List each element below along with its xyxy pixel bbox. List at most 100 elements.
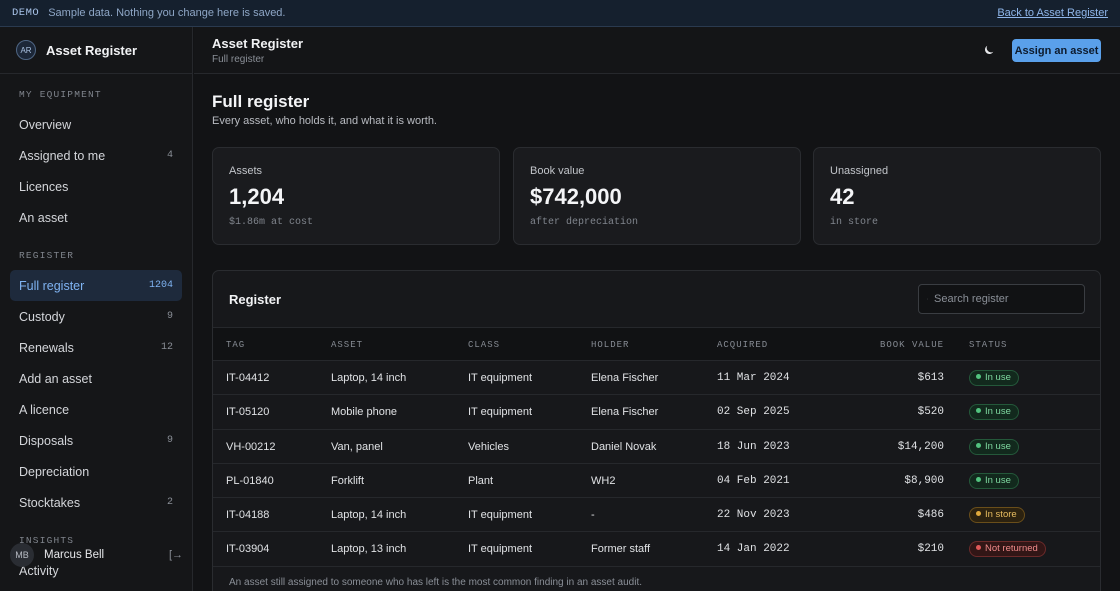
register-title: Register — [229, 292, 282, 307]
sidebar-item-label: Assigned to me — [19, 148, 106, 163]
cell-holder: Elena Fischer — [591, 406, 659, 419]
back-link[interactable]: Back to Asset Register — [997, 7, 1108, 19]
cell-tag: IT-04412 — [226, 372, 270, 384]
sidebar-item-count: 9 — [166, 435, 173, 446]
app-title: Asset Register — [212, 36, 304, 51]
sidebar-item-custody[interactable]: Custody 9 — [0, 301, 192, 332]
status-badge: In store — [969, 507, 1025, 524]
sign-out-icon[interactable]: [→ — [168, 549, 183, 561]
sidebar-item-activity[interactable]: Activity — [0, 555, 192, 586]
user-name: Marcus Bell — [44, 549, 105, 561]
sidebar-item-an-asset[interactable]: An asset — [0, 202, 192, 233]
status-badge: In use — [969, 438, 1019, 455]
stat-label: Assets — [229, 165, 263, 177]
cell-holder: Elena Fischer — [591, 372, 659, 384]
brand[interactable]: AR Asset Register — [0, 27, 192, 74]
assign-asset-button[interactable]: Assign an asset — [1012, 39, 1101, 62]
cell-book-value: $8,900 — [904, 474, 944, 487]
sidebar-item-label: Activity — [19, 563, 59, 578]
cell-asset: Forklift — [331, 474, 364, 487]
table-footnote: An asset still assigned to someone who h… — [229, 577, 642, 588]
status-label: In use — [985, 474, 1011, 486]
sidebar-item-a-licence[interactable]: A licence — [0, 394, 192, 425]
column-header[interactable]: STATUS — [969, 340, 1008, 350]
sidebar-item-label: Renewals — [19, 340, 74, 355]
status-dot-icon — [976, 442, 981, 448]
cell-book-value: $486 — [917, 509, 944, 522]
sidebar-item-count: 2 — [166, 497, 173, 508]
table-row[interactable]: IT-04188 Laptop, 14 inch IT equipment - 22 N… — [213, 498, 1100, 533]
cell-tag: IT-03904 — [226, 543, 270, 556]
sidebar-item-renewals[interactable]: Renewals 12 — [0, 332, 192, 363]
status-badge: In use — [969, 472, 1019, 489]
column-header[interactable]: ACQUIRED — [717, 340, 769, 350]
top-bar: Asset Register Full register Assign an a… — [194, 27, 1120, 74]
cell-tag: IT-05120 — [226, 406, 270, 419]
stat-card-assets: Assets 1,204 $1.86m at cost — [212, 147, 500, 245]
cell-acquired: 22 Nov 2023 — [717, 509, 790, 522]
column-header[interactable]: ASSET — [331, 340, 364, 350]
cell-acquired: 14 Jan 2022 — [717, 543, 790, 556]
status-dot-icon — [976, 545, 981, 551]
status-badge: Not returned — [969, 541, 1046, 558]
sidebar-item-label: Add an asset — [19, 371, 92, 386]
cell-class: IT equipment — [468, 543, 533, 556]
cell-class: IT equipment — [468, 406, 533, 419]
table-row[interactable]: VH-00212 Van, panel Vehicles Daniel Novak 18… — [213, 429, 1100, 464]
sidebar-item-add-an-asset[interactable]: Add an asset — [0, 363, 192, 394]
demo-banner: DEMO Sample data. Nothing you change her… — [0, 0, 1120, 27]
sidebar-item-assigned-to-me[interactable]: Assigned to me 4 — [0, 140, 192, 171]
sidebar-item-full-register[interactable]: Full register 1204 — [10, 270, 182, 301]
sidebar-item-depreciation[interactable]: Depreciation — [0, 456, 192, 487]
sidebar-item-disposals[interactable]: Disposals 9 — [0, 425, 192, 456]
table-row[interactable]: IT-04412 Laptop, 14 inch IT equipment Elena… — [213, 361, 1100, 396]
status-dot-icon — [976, 374, 981, 379]
cell-holder: - — [591, 509, 595, 522]
column-header[interactable]: HOLDER — [591, 340, 630, 350]
column-header[interactable]: BOOK VALUE — [879, 340, 944, 350]
sidebar-item-label: Custody — [19, 309, 65, 324]
register-table: TAG ASSET CLASS HOLDER ACQUIRED BOOK VALUE STA… — [213, 327, 1100, 567]
search-box[interactable] — [918, 284, 1085, 314]
stat-note: $1.86m at cost — [229, 217, 314, 228]
sidebar-item-count: 12 — [160, 342, 173, 353]
status-label: Not returned — [985, 543, 1038, 555]
nav-section-title: REGISTER — [19, 250, 75, 261]
cell-acquired: 18 Jun 2023 — [717, 440, 790, 453]
cell-asset: Mobile phone — [331, 406, 398, 419]
page-title: Full register — [212, 92, 310, 111]
cell-class: IT equipment — [468, 372, 533, 384]
stat-value: $742,000 — [530, 184, 622, 209]
cell-class: Plant — [468, 474, 494, 487]
cell-acquired: 04 Feb 2021 — [717, 474, 790, 487]
sidebar-nav: MY EQUIPMENT Overview Assigned to me 4 Licen… — [0, 74, 192, 586]
nav-section-title: MY EQUIPMENT — [19, 89, 102, 100]
sidebar-item-label: Disposals — [19, 433, 74, 448]
sidebar-item-stocktakes[interactable]: Stocktakes 2 — [0, 487, 192, 518]
table-header: TAG ASSET CLASS HOLDER ACQUIRED BOOK VALUE STA… — [213, 327, 1100, 361]
cell-tag: VH-00212 — [226, 440, 276, 453]
demo-tag: DEMO — [12, 7, 40, 19]
column-header[interactable]: CLASS — [468, 340, 501, 350]
table-row[interactable]: PL-01840 Forklift Plant WH2 04 Feb 2021 $8,90… — [213, 463, 1100, 499]
breadcrumb: Full register — [212, 54, 265, 65]
sidebar-item-label: Overview — [19, 117, 72, 132]
status-badge: In use — [969, 404, 1019, 421]
sidebar-item-overview[interactable]: Overview — [0, 109, 192, 140]
user-profile[interactable]: MB Marcus Bell [→ — [0, 540, 193, 570]
search-input[interactable] — [934, 293, 1076, 305]
brand-avatar: AR — [16, 40, 36, 60]
column-header[interactable]: TAG — [226, 340, 246, 350]
table-row[interactable]: IT-03904 Laptop, 13 inch IT equipment Forme… — [213, 532, 1100, 567]
cell-tag: PL-01840 — [226, 474, 274, 487]
search-icon — [927, 298, 928, 300]
stat-label: Book value — [530, 165, 585, 177]
cell-acquired: 02 Sep 2025 — [717, 406, 790, 419]
status-label: In store — [985, 509, 1017, 521]
cell-book-value: $14,200 — [897, 440, 944, 453]
table-row[interactable]: IT-05120 Mobile phone IT equipment Elena Fi… — [213, 395, 1100, 430]
moon-icon[interactable] — [982, 43, 996, 57]
sidebar-item-licences[interactable]: Licences — [0, 171, 192, 202]
cell-holder: WH2 — [591, 474, 616, 487]
sidebar-item-label: Licences — [19, 179, 69, 194]
